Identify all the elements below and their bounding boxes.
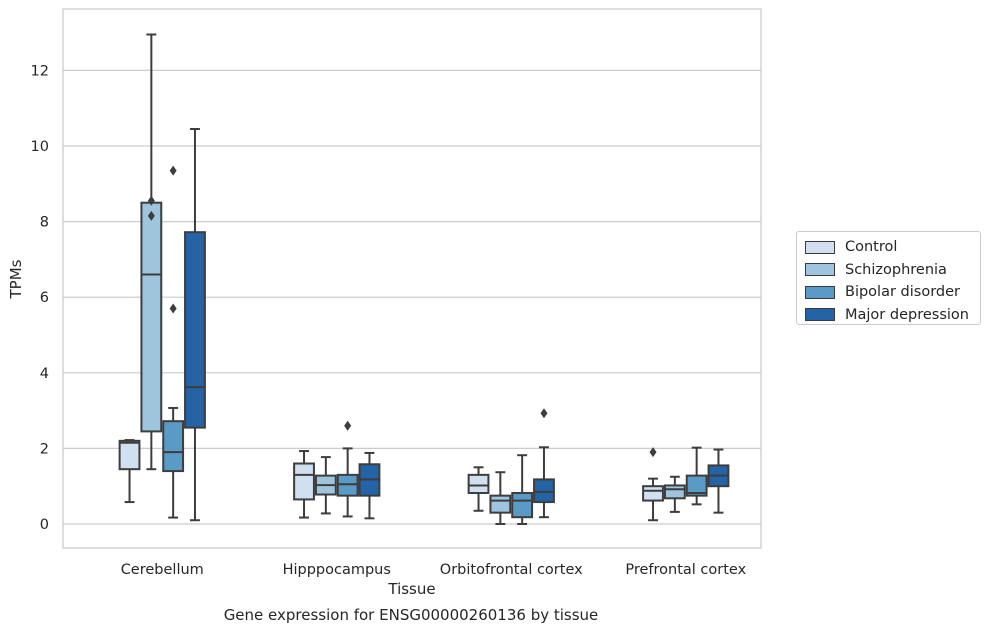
y-tick-label-2: 2 (40, 441, 49, 457)
x-axis-label: Tissue (387, 580, 435, 598)
box-prefrontal-cortex-control (642, 447, 664, 522)
box-cerebellum-control (118, 439, 141, 504)
y-tick-label-4: 4 (40, 366, 49, 382)
box-prefrontal-cortex-bipolar-disorder-iqr (685, 474, 708, 497)
box-prefrontal-cortex-control-iqr (642, 485, 664, 502)
box-plot-area (118, 33, 730, 525)
chart-caption: Gene expression for ENSG00000260136 by t… (223, 606, 599, 624)
box-prefrontal-cortex-schizophrenia-iqr (663, 484, 686, 500)
legend-item-major-depression[interactable]: Major depression (797, 304, 980, 327)
box-cerebellum-bipolar-disorder-outlier-0 (169, 165, 177, 176)
box-orbitofrontal-cortex-control-iqr (467, 473, 490, 495)
legend-swatch-schizophrenia (805, 263, 835, 277)
box-cerebellum-bipolar-disorder-outlier-1 (169, 303, 177, 314)
legend-item-schizophrenia[interactable]: Schizophrenia (797, 259, 980, 282)
legend-label-bipolar-disorder: Bipolar disorder (845, 284, 960, 301)
legend-item-bipolar-disorder[interactable]: Bipolar disorder (797, 281, 980, 304)
y-axis: 0 2 4 6 8 10 12 (31, 63, 49, 533)
y-tick-label-10: 10 (31, 139, 49, 155)
box-hipppocampus-schizophrenia (314, 456, 337, 515)
box-cerebellum-major-depression-iqr (184, 231, 206, 429)
box-prefrontal-cortex-control-outlier-0 (649, 447, 657, 458)
box-cerebellum-schizophrenia-outlier-0 (147, 195, 155, 206)
box-cerebellum-schizophrenia (140, 33, 163, 471)
box-orbitofrontal-cortex-major-depression-iqr (533, 478, 555, 504)
box-hipppocampus-bipolar-disorder-outlier-0 (344, 420, 352, 431)
y-tick-label-12: 12 (31, 63, 49, 79)
box-hipppocampus-control-iqr (293, 462, 315, 501)
x-tick-label-hipppocampus: Hipppocampus (283, 562, 391, 578)
box-orbitofrontal-cortex-major-depression (533, 408, 555, 519)
box-cerebellum-control-iqr (118, 439, 141, 471)
y-axis-label: TPMs (7, 259, 25, 299)
x-tick-label-prefrontal-cortex: Prefrontal cortex (625, 562, 746, 578)
y-tick-label-8: 8 (40, 215, 49, 231)
box-orbitofrontal-cortex-bipolar-disorder (511, 454, 534, 525)
box-cerebellum-schizophrenia-outlier-1 (147, 210, 155, 221)
legend-swatch-major-depression (805, 308, 835, 322)
box-orbitofrontal-cortex-schizophrenia (489, 471, 512, 525)
box-prefrontal-cortex-bipolar-disorder (685, 446, 708, 506)
x-tick-label-orbitofrontal-cortex: Orbitofrontal cortex (440, 562, 583, 578)
plot-frame (62, 8, 762, 549)
box-prefrontal-cortex-schizophrenia (663, 475, 686, 513)
legend-label-schizophrenia: Schizophrenia (845, 261, 947, 278)
y-tick-label-0: 0 (40, 517, 49, 533)
box-orbitofrontal-cortex-schizophrenia-iqr (489, 494, 512, 514)
box-cerebellum-bipolar-disorder-iqr (162, 420, 185, 473)
legend-label-control: Control (845, 239, 898, 256)
box-hipppocampus-major-depression (358, 451, 381, 520)
box-cerebellum-schizophrenia-iqr (140, 201, 163, 433)
x-tick-label-cerebellum: Cerebellum (121, 562, 204, 578)
legend-swatch-control (805, 240, 835, 254)
legend-swatch-bipolar-disorder (805, 285, 835, 299)
box-orbitofrontal-cortex-major-depression-outlier-0 (540, 408, 548, 419)
y-tick-label-6: 6 (40, 290, 49, 306)
legend-label-major-depression: Major depression (845, 306, 969, 323)
box-orbitofrontal-cortex-control (467, 466, 490, 512)
box-hipppocampus-control (293, 450, 315, 519)
box-cerebellum-bipolar-disorder (162, 165, 185, 519)
box-cerebellum-major-depression (184, 127, 206, 522)
box-prefrontal-cortex-major-depression (707, 448, 730, 514)
x-axis: Cerebellum Hipppocampus Orbitofrontal cort… (121, 562, 747, 578)
box-orbitofrontal-cortex-bipolar-disorder-iqr (511, 492, 534, 519)
chart-canvas: 0 2 4 6 8 10 12 Cerebellum Hipppocampus Orbitofr… (7, 8, 762, 598)
chart-legend: Control Schizophrenia Bipolar disorder M… (796, 231, 981, 325)
box-hipppocampus-bipolar-disorder (336, 420, 359, 518)
legend-item-control[interactable]: Control (797, 236, 980, 259)
